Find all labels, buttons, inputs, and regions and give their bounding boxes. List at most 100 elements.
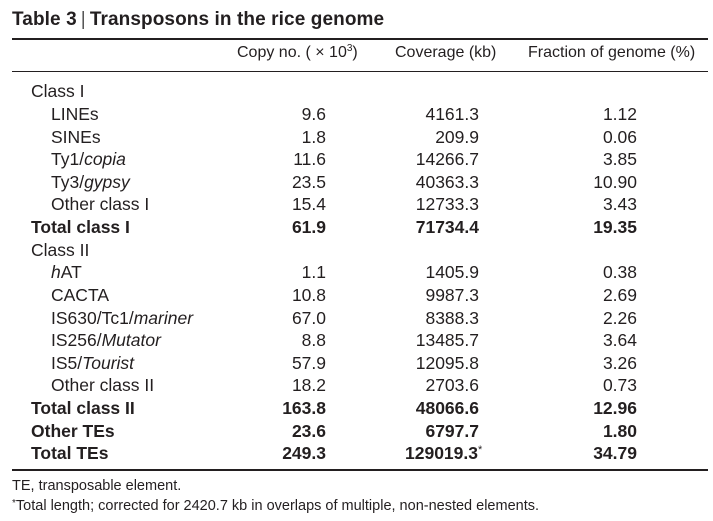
cell-fraction: 0.06 — [602, 127, 637, 147]
row-label-part: IS5/ — [51, 353, 83, 373]
table-row-sines: SINEs 1.8 209.9 0.06 — [0, 126, 713, 148]
row-label: hAT — [51, 261, 82, 283]
footnote-star: * — [12, 498, 16, 509]
table-row-total-tes: Total TEs 249.3 129019.3* 34.79 — [0, 442, 713, 464]
cell-copy: 163.8 — [282, 398, 326, 418]
cell-coverage: 129019.3* — [405, 442, 482, 464]
table-row-other-tes: Other TEs 23.6 6797.7 1.80 — [0, 420, 713, 442]
table-row-other-class-2: Other class II 18.2 2703.6 0.73 — [0, 374, 713, 396]
row-label: IS630/Tc1/mariner — [51, 307, 193, 329]
table-row-cacta: CACTA 10.8 9987.3 2.69 — [0, 284, 713, 306]
cell-coverage: 1405.9 — [425, 262, 479, 282]
table-row-lines: LINEs 9.6 4161.3 1.12 — [0, 103, 713, 125]
table-row-total-class-1: Total class I 61.9 71734.4 19.35 — [0, 216, 713, 238]
header-copy-exponent: 3 — [346, 43, 353, 54]
header-copy-label: Copy no. ( × 10 — [237, 44, 347, 61]
cell-fraction: 12.96 — [593, 398, 637, 418]
cell-fraction: 1.80 — [602, 421, 637, 441]
cell-coverage: 209.9 — [435, 127, 479, 147]
cell-copy: 9.6 — [301, 104, 326, 124]
cell-coverage: 8388.3 — [425, 308, 479, 328]
row-label: Other TEs — [31, 421, 115, 441]
footnote-mark: * — [478, 444, 483, 456]
cell-fraction: 10.90 — [593, 172, 637, 192]
header-rule — [12, 71, 708, 72]
cell-fraction: 19.35 — [593, 217, 637, 237]
cell-copy: 61.9 — [291, 217, 326, 237]
table-row-class-2: Class II — [0, 239, 713, 261]
row-label: SINEs — [51, 127, 101, 147]
cell-copy: 10.8 — [291, 285, 326, 305]
cell-copy: 18.2 — [291, 375, 326, 395]
cell-copy: 67.0 — [291, 308, 326, 328]
cell-fraction: 3.64 — [602, 330, 637, 350]
row-label: IS256/Mutator — [51, 329, 161, 351]
cell-copy: 1.1 — [301, 262, 326, 282]
table-row-is5: IS5/Tourist 57.9 12095.8 3.26 — [0, 352, 713, 374]
cell-fraction: 0.73 — [602, 375, 637, 395]
cell-copy: 23.5 — [291, 172, 326, 192]
cell-copy: 8.8 — [301, 330, 326, 350]
cell-coverage: 14266.7 — [415, 149, 479, 169]
cell-fraction: 1.12 — [602, 104, 637, 124]
cell-coverage: 9987.3 — [425, 285, 479, 305]
row-label-italic: h — [51, 262, 61, 282]
row-label-italic: Tourist — [82, 353, 135, 373]
cell-fraction: 34.79 — [593, 443, 637, 463]
footnote-total-length: *Total length; corrected for 2420.7 kb i… — [12, 498, 539, 514]
table-row-ty3-gypsy: Ty3/gypsy 23.5 40363.3 10.90 — [0, 171, 713, 193]
row-label-part: IS630/Tc1/ — [51, 308, 134, 328]
cell-copy: 11.6 — [293, 149, 326, 169]
coverage-value: 129019.3 — [405, 443, 478, 463]
row-label-italic: gypsy — [84, 172, 130, 192]
cell-fraction: 3.85 — [602, 149, 637, 169]
cell-coverage: 12733.3 — [415, 194, 479, 214]
header-copy-number: Copy no. ( × 103) — [237, 44, 358, 62]
table-caption: Transposons in the rice genome — [89, 9, 385, 30]
footnote-text: Total length; corrected for 2420.7 kb in… — [15, 498, 540, 514]
row-label: Ty1/copia — [51, 148, 126, 170]
cell-copy: 1.8 — [301, 127, 326, 147]
cell-copy: 23.6 — [291, 421, 326, 441]
header-coverage: Coverage (kb) — [395, 44, 497, 61]
table-row-ty1-copia: Ty1/copia 11.6 14266.7 3.85 — [0, 148, 713, 170]
row-label: Total TEs — [31, 443, 109, 463]
title-separator: | — [80, 9, 86, 30]
cell-coverage: 48066.6 — [415, 398, 479, 418]
cell-copy: 249.3 — [282, 443, 326, 463]
cell-coverage: 71734.4 — [415, 217, 479, 237]
row-label: Total class I — [31, 217, 130, 237]
row-label: LINEs — [51, 104, 99, 124]
cell-copy: 57.9 — [291, 353, 326, 373]
row-label: Ty3/gypsy — [51, 171, 130, 193]
row-label-part: AT — [60, 262, 82, 282]
row-label: CACTA — [51, 285, 110, 305]
cell-fraction: 3.43 — [602, 194, 637, 214]
table-row-class-1: Class I — [0, 80, 713, 102]
cell-fraction: 2.26 — [602, 308, 637, 328]
row-label-part: IS256/ — [51, 330, 102, 350]
row-label-italic: Mutator — [101, 330, 161, 350]
table-row-hat: hAT 1.1 1405.9 0.38 — [0, 261, 713, 283]
bottom-rule — [12, 469, 708, 471]
row-label-part: Ty3/ — [51, 172, 85, 192]
cell-copy: 15.4 — [291, 194, 326, 214]
row-label: Class II — [31, 240, 90, 260]
table-row-other-class-1: Other class I 15.4 12733.3 3.43 — [0, 193, 713, 215]
table-row-is630: IS630/Tc1/mariner 67.0 8388.3 2.26 — [0, 307, 713, 329]
cell-coverage: 4161.3 — [425, 104, 479, 124]
table-row-total-class-2: Total class II 163.8 48066.6 12.96 — [0, 397, 713, 419]
table-number: Table 3 — [12, 9, 77, 30]
header-fraction: Fraction of genome (%) — [528, 44, 696, 61]
row-label-italic: mariner — [133, 308, 194, 328]
row-label: Other class II — [51, 375, 155, 395]
cell-coverage: 6797.7 — [425, 421, 479, 441]
footnote-abbreviation: TE, transposable element. — [12, 478, 182, 494]
cell-coverage: 2703.6 — [425, 375, 479, 395]
top-rule — [12, 38, 708, 40]
row-label: Total class II — [31, 398, 135, 418]
header-copy-close: ) — [352, 44, 358, 61]
cell-coverage: 13485.7 — [415, 330, 479, 350]
row-label-part: Ty1/ — [51, 149, 85, 169]
cell-coverage: 12095.8 — [415, 353, 479, 373]
